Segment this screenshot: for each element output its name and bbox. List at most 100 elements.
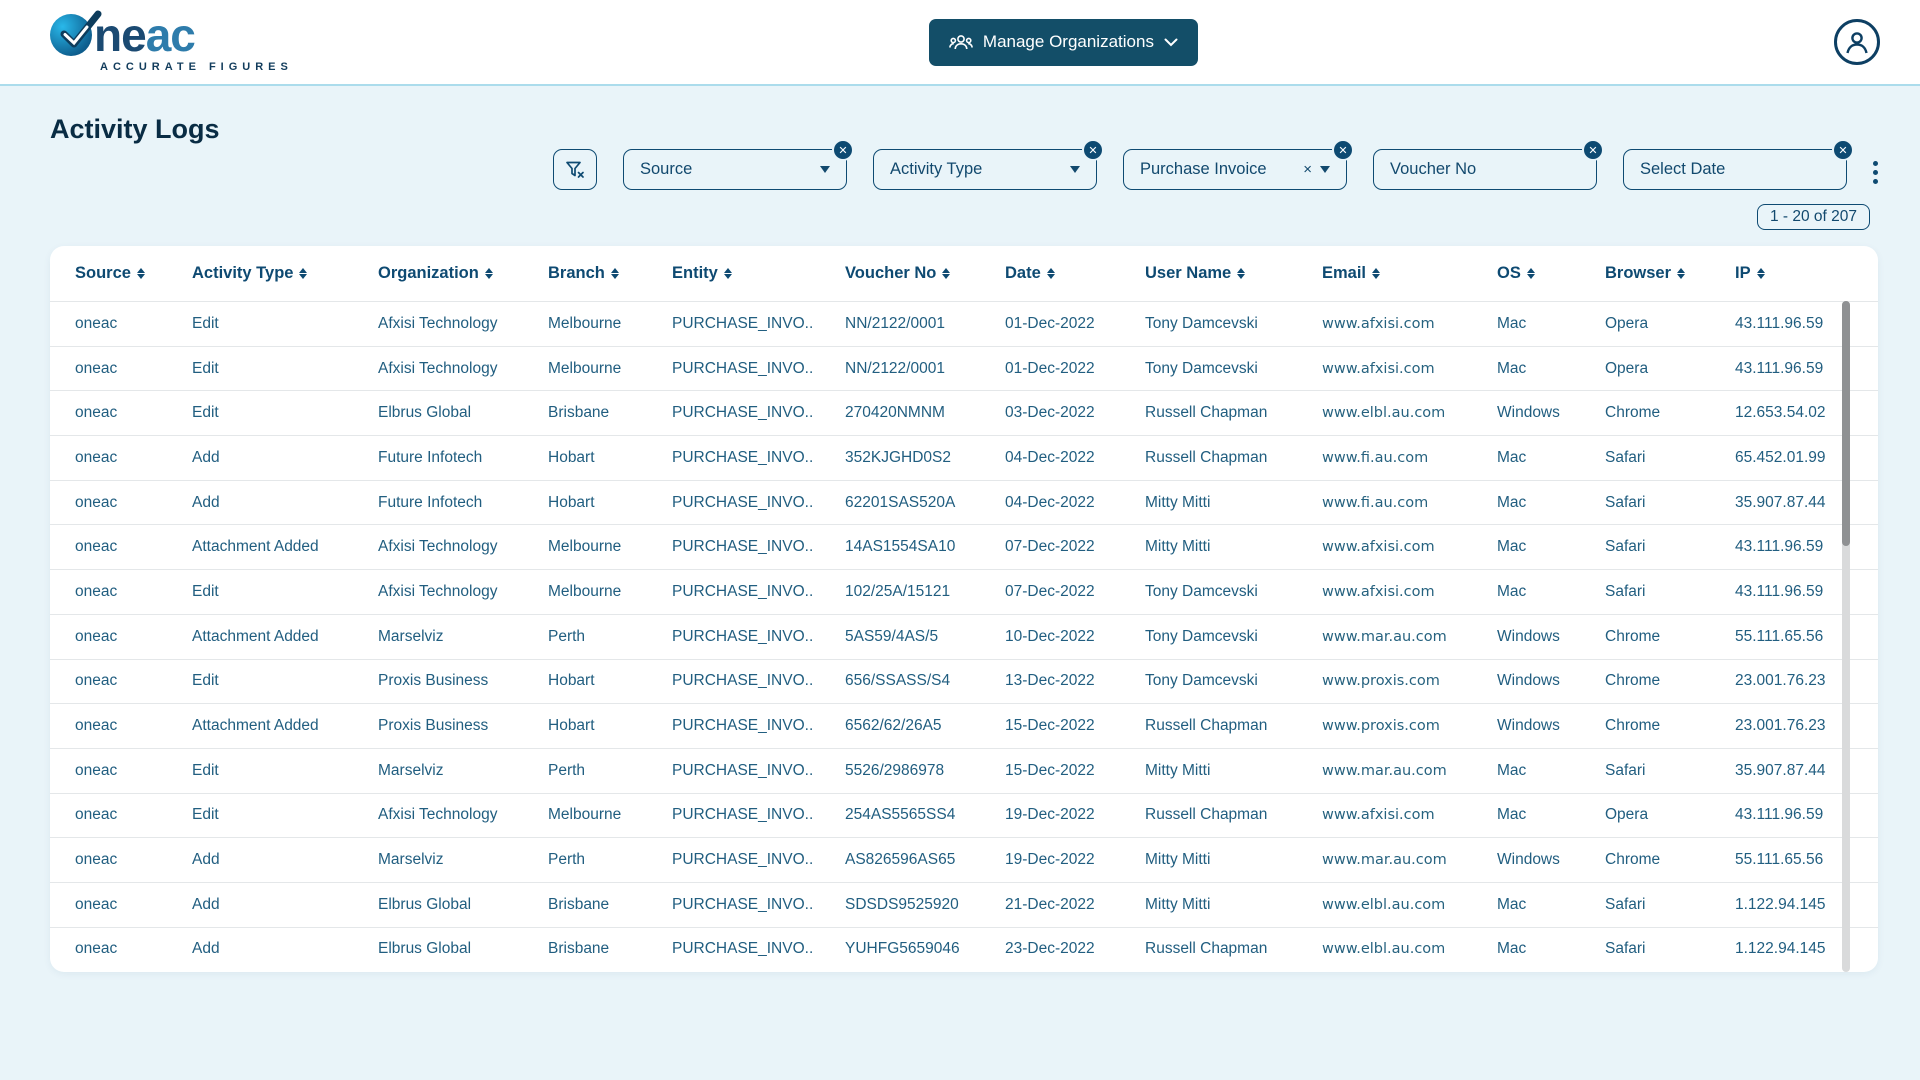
clear-filter-badge-icon[interactable]: ✕ [1582,139,1604,161]
table-scrollbar[interactable] [1842,301,1850,972]
user-avatar-icon[interactable] [1834,19,1880,65]
cell-os: Windows [1497,404,1560,422]
sort-icon[interactable] [610,268,619,279]
cell-activity-type: Edit [192,672,219,690]
cell-organization: Afxisi Technology [378,538,498,556]
table-row[interactable]: oneac Add Elbrus Global Brisbane PURCHASE_IN… [50,881,1878,927]
cell-os: Mac [1497,895,1527,913]
cell-organization: Future Infotech [378,493,483,511]
cell-branch: Perth [548,761,586,779]
table-row[interactable]: oneac Edit Afxisi Technology Melbourne PURCH… [50,345,1878,391]
column-header-activity-type[interactable]: Activity Type [192,264,378,283]
filter-voucher-no[interactable]: Voucher No ✕ [1373,139,1604,190]
cell-date: 03-Dec-2022 [1005,404,1095,422]
cell-date: 07-Dec-2022 [1005,582,1095,600]
cell-email: www.elbl.au.com [1322,405,1446,422]
cell-source: oneac [75,672,118,690]
table-row[interactable]: oneac Attachment Added Afxisi Technology Me… [50,524,1878,569]
cell-source: oneac [75,761,118,779]
cell-voucher-no: 14AS1554SA10 [845,538,956,556]
column-header-organization[interactable]: Organization [378,264,548,283]
table-row[interactable]: oneac Add Elbrus Global Brisbane PURCHASE_IN… [50,926,1878,972]
table-row[interactable]: oneac Attachment Added Marselviz Perth PURCH… [50,613,1878,659]
table-row[interactable]: oneac Edit Afxisi Technology Melbourne PURCH… [50,792,1878,838]
cell-os: Mac [1497,493,1527,511]
table-row[interactable]: oneac Edit Marselviz Perth PURCHASE_INVO.. 55… [50,747,1878,793]
table-row[interactable]: oneac Edit Afxisi Technology Melbourne PURCH… [50,569,1878,614]
column-header-source[interactable]: Source [75,264,192,283]
cell-entity: PURCHASE_INVO.. [672,717,814,735]
sort-icon[interactable] [942,268,951,279]
table-row[interactable]: oneac Edit Proxis Business Hobart PURCHASE_I… [50,658,1878,704]
cell-ip: 55.111.65.56 [1735,627,1824,645]
cell-organization: Future Infotech [378,448,483,466]
scrollbar-thumb[interactable] [1842,301,1850,546]
cell-user-name: Tony Damcevski [1145,359,1258,377]
cell-ip: 35.907.87.44 [1735,493,1826,511]
cell-date: 04-Dec-2022 [1005,448,1095,466]
table-row[interactable]: oneac Attachment Added Proxis Business Hoba… [50,703,1878,748]
column-header-browser[interactable]: Browser [1605,264,1735,283]
cell-activity-type: Edit [192,359,219,377]
cell-voucher-no: NN/2122/0001 [845,359,945,377]
column-header-entity[interactable]: Entity [672,264,845,283]
cell-user-name: Tony Damcevski [1145,672,1258,690]
cell-email: www.afxisi.com [1322,583,1435,600]
column-header-os[interactable]: OS [1497,264,1605,283]
column-header-ip[interactable]: IP [1735,264,1878,283]
sort-icon[interactable] [1677,268,1686,279]
table-row[interactable]: oneac Edit Elbrus Global Brisbane PURCHASE_I… [50,390,1878,435]
column-header-voucher-no[interactable]: Voucher No [845,264,1005,283]
people-group-icon [948,33,973,51]
sort-icon[interactable] [136,268,145,279]
table-row[interactable]: oneac Add Future Infotech Hobart PURCHASE_IN… [50,435,1878,480]
cell-ip: 65.452.01.99 [1735,448,1826,466]
column-header-date[interactable]: Date [1005,264,1145,283]
cell-branch: Melbourne [548,806,622,824]
column-header-user-name[interactable]: User Name [1145,264,1322,283]
cell-voucher-no: 5AS59/4AS/5 [845,627,939,645]
table-row[interactable]: oneac Add Marselviz Perth PURCHASE_INVO.. AS8… [50,837,1878,882]
cell-voucher-no: 254AS5565SS4 [845,806,956,824]
clear-filters-button[interactable] [553,149,597,190]
cell-entity: PURCHASE_INVO.. [672,761,814,779]
cell-source: oneac [75,538,118,556]
column-header-branch[interactable]: Branch [548,264,672,283]
sort-icon[interactable] [1526,268,1535,279]
clear-filter-badge-icon[interactable]: ✕ [1332,139,1354,161]
column-label: Branch [548,264,605,282]
clear-selection-icon[interactable]: × [1303,161,1312,178]
cell-activity-type: Attachment Added [192,538,319,556]
more-options-icon[interactable] [1873,161,1878,184]
table-row[interactable]: oneac Add Future Infotech Hobart PURCHASE_IN… [50,479,1878,525]
cell-voucher-no: SDSDS9525920 [845,895,959,913]
clear-filter-badge-icon[interactable]: ✕ [832,139,854,161]
cell-activity-type: Add [192,851,220,869]
column-label: Date [1005,264,1041,282]
cell-date: 01-Dec-2022 [1005,359,1095,377]
sort-icon[interactable] [1046,268,1055,279]
filter-source[interactable]: Source ✕ [623,139,854,190]
sort-icon[interactable] [484,268,493,279]
cell-date: 15-Dec-2022 [1005,761,1095,779]
filter-select-date[interactable]: Select Date ✕ [1623,139,1854,190]
sort-icon[interactable] [1756,268,1765,279]
filter-purchase-invoice[interactable]: Purchase Invoice × ✕ [1123,139,1354,190]
table-row[interactable]: oneac Edit Afxisi Technology Melbourne PURCH… [50,301,1878,346]
manage-organizations-button[interactable]: Manage Organizations [928,18,1198,66]
column-label: Organization [378,264,479,282]
cell-activity-type: Attachment Added [192,627,319,645]
clear-filter-badge-icon[interactable]: ✕ [1832,139,1854,161]
cell-date: 21-Dec-2022 [1005,895,1095,913]
sort-icon[interactable] [299,268,308,279]
cell-browser: Opera [1605,314,1649,332]
clear-filter-badge-icon[interactable]: ✕ [1082,139,1104,161]
sort-icon[interactable] [1372,268,1381,279]
cell-user-name: Russell Chapman [1145,448,1268,466]
sort-icon[interactable] [723,268,732,279]
sort-icon[interactable] [1237,268,1246,279]
column-header-email[interactable]: Email [1322,264,1497,283]
filter-activity-type[interactable]: Activity Type ✕ [873,139,1104,190]
cell-email: www.elbl.au.com [1322,896,1446,913]
cell-branch: Hobart [548,448,595,466]
